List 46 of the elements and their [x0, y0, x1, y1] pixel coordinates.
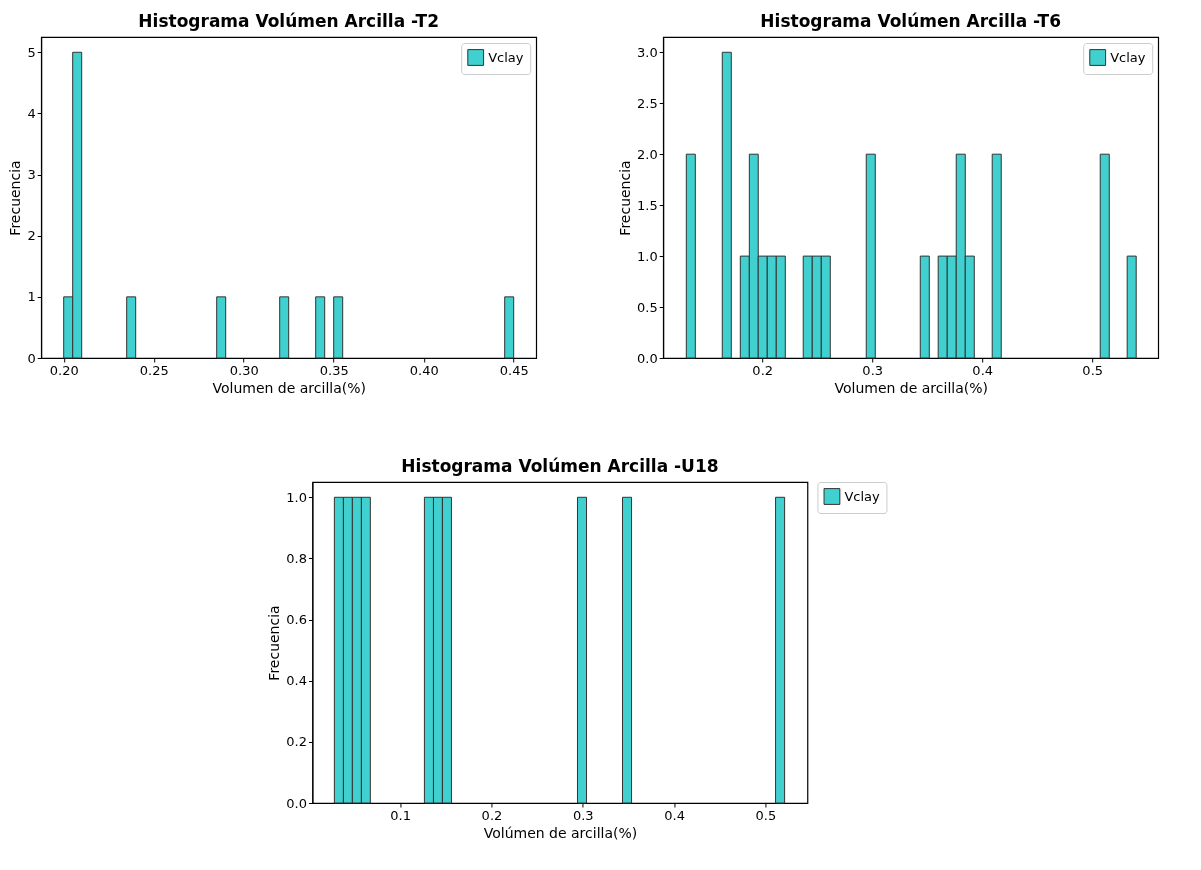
y-tick-label: 0.0 [286, 795, 307, 811]
y-tick-label: 1.5 [637, 197, 658, 213]
x-tick-label: 0.3 [572, 807, 594, 823]
y-tick-label: 5 [27, 44, 36, 60]
y-tick-label: 1.0 [637, 248, 658, 264]
x-tick-label: 0.2 [752, 362, 774, 378]
y-axis-title: Frecuencia [617, 160, 634, 236]
x-tick-label: 0.25 [139, 362, 169, 378]
x-tick-label: 0.5 [1082, 362, 1104, 378]
x-tick-label: 0.20 [49, 362, 79, 378]
y-tick-label: 2 [27, 228, 36, 244]
legend-label: Vclay [1110, 49, 1146, 65]
y-tick-label: 0.4 [286, 673, 307, 689]
legend-label: Vclay [488, 49, 524, 65]
x-tick-label: 0.2 [481, 807, 503, 823]
y-tick-label: 0.0 [637, 350, 658, 366]
x-tick-label: 0.1 [390, 807, 411, 823]
x-axis-title: Volumen de arcilla(%) [834, 379, 988, 396]
x-axis-title: Volumen de arcilla(%) [212, 379, 366, 396]
y-tick-label: 0.5 [637, 299, 658, 315]
y-tick-label: 0 [27, 350, 36, 366]
y-tick-label: 3 [27, 167, 36, 183]
y-tick-label: 0.6 [286, 612, 307, 628]
x-tick-label: 0.35 [319, 362, 349, 378]
y-axis-title: Frecuencia [7, 160, 24, 236]
x-axis-title: Volúmen de arcilla(%) [483, 824, 638, 841]
y-tick-label: 1.0 [286, 489, 307, 505]
x-tick-label: 0.45 [499, 362, 529, 378]
y-tick-label: 0.2 [286, 734, 307, 750]
y-tick-label: 2.0 [637, 146, 658, 162]
chart-title: Histograma Volúmen Arcilla -T6 [760, 11, 1062, 31]
chart-title: Histograma Volúmen Arcilla -U18 [401, 455, 719, 476]
legend-label: Vclay [844, 488, 881, 504]
x-tick-label: 0.30 [229, 362, 259, 378]
y-axis-title: Frecuencia [266, 605, 283, 681]
x-tick-label: 0.4 [664, 807, 685, 823]
y-tick-label: 4 [27, 105, 36, 121]
y-tick-label: 1 [27, 289, 36, 305]
y-tick-label: 3.0 [637, 44, 658, 60]
y-tick-label: 2.5 [637, 95, 658, 111]
x-tick-label: 0.4 [972, 362, 994, 378]
x-tick-label: 0.5 [755, 807, 777, 823]
x-tick-label: 0.40 [409, 362, 439, 378]
x-tick-label: 0.3 [862, 362, 884, 378]
chart-title: Histograma Volúmen Arcilla -T2 [138, 11, 440, 31]
y-tick-label: 0.8 [286, 550, 307, 566]
